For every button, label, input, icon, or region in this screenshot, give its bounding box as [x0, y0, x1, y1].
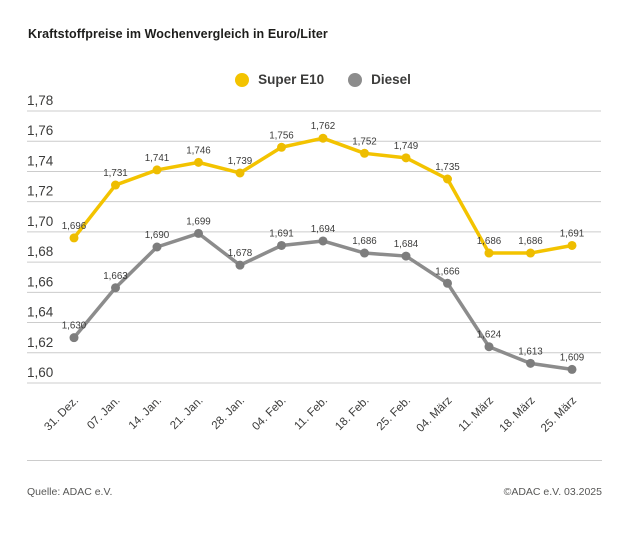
- y-axis-tick-label: 1,76: [27, 123, 53, 138]
- data-point: [235, 168, 245, 178]
- data-point-label: 1,686: [518, 236, 543, 247]
- data-point: [318, 236, 328, 246]
- data-point: [443, 278, 452, 288]
- data-point-label: 1,762: [311, 121, 336, 132]
- data-point: [360, 248, 369, 258]
- data-point: [401, 251, 411, 261]
- x-axis-tick-label: 18. März: [497, 394, 537, 434]
- data-point: [401, 153, 411, 163]
- data-point: [526, 248, 535, 258]
- y-axis-tick-label: 1,66: [27, 274, 53, 289]
- x-axis-tick-label: 18. Feb.: [333, 395, 371, 433]
- footer-divider: [27, 460, 602, 461]
- data-point: [567, 364, 577, 374]
- copyright-note: ©ADAC e.V. 03.2025: [503, 486, 602, 498]
- y-axis-tick-label: 1,64: [27, 305, 54, 320]
- data-point-label: 1,749: [394, 141, 419, 152]
- y-axis-tick-label: 1,60: [27, 365, 53, 380]
- data-point-label: 1,731: [103, 168, 128, 179]
- data-point: [111, 283, 120, 293]
- data-point-label: 1,609: [560, 352, 585, 363]
- data-point-label: 1,691: [269, 228, 294, 239]
- data-point-label: 1,741: [145, 153, 170, 164]
- data-point-label: 1,691: [560, 228, 585, 239]
- x-axis-tick-label: 04. Feb.: [250, 395, 288, 433]
- data-point-label: 1,756: [269, 130, 294, 141]
- y-axis-tick-label: 1,72: [27, 184, 53, 199]
- diesel-dot-icon: [348, 72, 363, 87]
- data-point-label: 1,735: [435, 162, 460, 173]
- data-point-label: 1,678: [228, 248, 253, 259]
- data-point-label: 1,696: [62, 221, 87, 232]
- data-point-label: 1,686: [352, 236, 377, 247]
- data-point: [69, 333, 79, 343]
- x-axis-tick-label: 21. Jan.: [168, 395, 205, 432]
- data-point-label: 1,746: [186, 145, 211, 156]
- x-axis-tick-label: 25. Feb.: [375, 395, 413, 433]
- x-axis-tick-label: 07. Jan.: [85, 395, 122, 432]
- source-note: Quelle: ADAC e.V.: [27, 486, 113, 498]
- data-point-label: 1,690: [145, 230, 170, 241]
- legend-item-diesel: Diesel: [348, 72, 411, 87]
- x-axis-tick-label: 04. März: [414, 394, 454, 434]
- chart-footer: Quelle: ADAC e.V. ©ADAC e.V. 03.2025: [27, 486, 602, 498]
- data-point-label: 1,686: [477, 236, 502, 247]
- data-point: [277, 240, 286, 250]
- x-axis-tick-label: 25. März: [539, 394, 579, 434]
- data-point: [484, 248, 494, 258]
- y-axis-tick-label: 1,70: [27, 214, 53, 229]
- data-point: [277, 142, 286, 152]
- fuel-price-line-chart: 1,78 1,76 1,74 1,72 1,70 1,68 1,66 1,64 1,62 1,60…: [27, 95, 601, 435]
- y-axis-tick-label: 1,62: [27, 335, 53, 350]
- x-axis-tick-label: 11. März: [457, 394, 497, 434]
- data-point-label: 1,663: [103, 271, 128, 282]
- data-point: [235, 260, 245, 270]
- legend-label-super-e10: Super E10: [258, 72, 325, 87]
- data-point-label: 1,630: [62, 321, 87, 332]
- data-point: [318, 133, 328, 143]
- y-axis-tick-label: 1,78: [27, 95, 53, 108]
- data-point-label: 1,684: [394, 239, 419, 250]
- data-point: [194, 157, 203, 167]
- data-point: [443, 174, 452, 184]
- legend-label-diesel: Diesel: [371, 72, 411, 87]
- x-axis-tick-label: 11. Feb.: [292, 395, 330, 433]
- x-axis-tick-label: 31. Dez.: [42, 395, 81, 434]
- data-point: [69, 233, 79, 243]
- data-point: [360, 148, 369, 158]
- x-axis-tick-label: 28. Jan.: [210, 395, 247, 432]
- data-point: [152, 165, 162, 175]
- y-axis-tick-label: 1,74: [27, 153, 54, 168]
- data-point: [567, 240, 577, 250]
- super-e10-dot-icon: [235, 72, 250, 87]
- data-point-label: 1,666: [435, 266, 460, 277]
- data-point: [194, 228, 203, 238]
- chart-title: Kraftstoffpreise im Wochenvergleich in E…: [28, 27, 328, 41]
- data-point: [526, 358, 535, 368]
- data-point-label: 1,613: [518, 346, 543, 357]
- data-point-label: 1,694: [311, 224, 336, 235]
- data-point-label: 1,699: [186, 216, 211, 227]
- y-axis-tick-label: 1,68: [27, 244, 53, 259]
- x-axis-tick-label: 14. Jan.: [127, 395, 164, 432]
- data-point: [152, 242, 162, 252]
- data-point: [111, 180, 120, 190]
- chart-legend: Super E10 Diesel: [0, 72, 628, 87]
- legend-item-super-e10: Super E10: [235, 72, 324, 87]
- data-point: [484, 342, 494, 352]
- data-point-label: 1,752: [352, 136, 377, 147]
- data-point-label: 1,624: [477, 330, 502, 341]
- data-point-label: 1,739: [228, 156, 253, 167]
